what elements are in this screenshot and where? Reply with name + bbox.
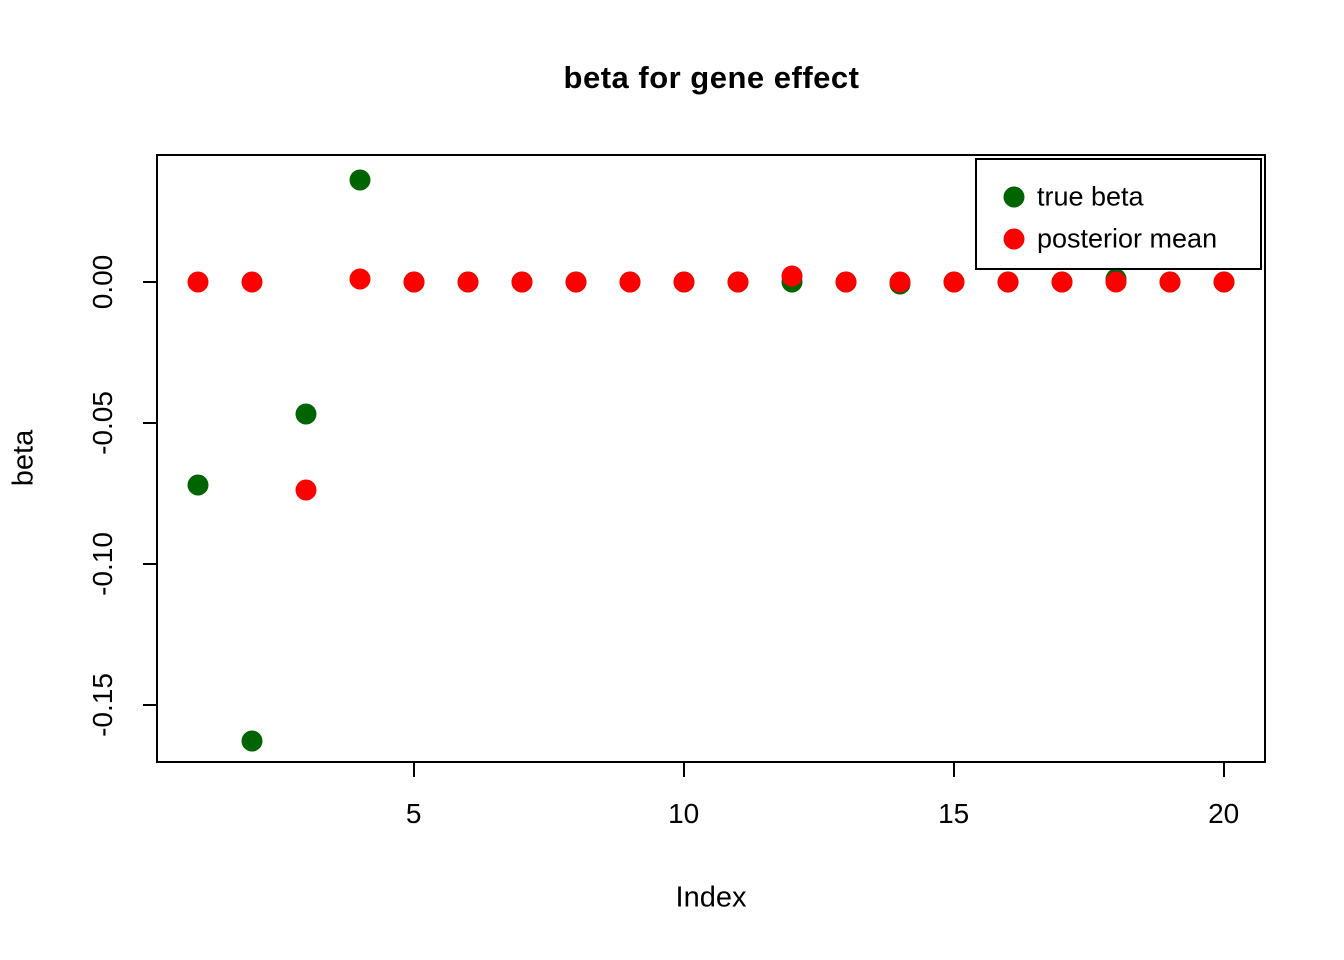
data-point-true-beta <box>349 169 371 191</box>
data-point-posterior-mean <box>295 479 317 501</box>
data-point-posterior-mean <box>781 265 803 287</box>
data-point-true-beta <box>295 403 317 425</box>
x-axis-tick <box>952 763 955 777</box>
data-point-posterior-mean <box>997 271 1019 292</box>
x-axis-tick-label: 10 <box>668 798 700 829</box>
y-axis-title: beta <box>7 429 40 487</box>
data-point-true-beta <box>187 474 209 496</box>
data-point-posterior-mean <box>241 271 263 292</box>
y-axis-tick <box>143 562 157 565</box>
chart-title: beta for gene effect <box>563 60 860 95</box>
x-axis-tick <box>412 763 415 777</box>
data-point-posterior-mean <box>457 271 479 292</box>
data-point-posterior-mean <box>673 271 695 292</box>
y-axis-tick <box>143 421 157 424</box>
x-axis-tick <box>682 763 685 777</box>
x-axis-tick-label: 5 <box>405 798 422 829</box>
data-point-posterior-mean <box>835 271 857 292</box>
y-axis-tick <box>143 280 157 283</box>
y-axis-tick-label: -0.15 <box>87 672 118 737</box>
data-point-posterior-mean <box>349 268 371 290</box>
data-point-posterior-mean <box>187 271 209 292</box>
y-axis-tick-label: 0.00 <box>87 254 118 309</box>
legend-swatch-posterior-mean <box>1003 228 1025 250</box>
data-point-posterior-mean <box>403 271 425 292</box>
y-axis-tick-label: -0.10 <box>87 531 118 596</box>
legend-label-posterior-mean: posterior mean <box>1037 223 1218 254</box>
data-point-posterior-mean <box>1159 271 1181 292</box>
data-point-posterior-mean <box>1051 271 1073 292</box>
data-point-posterior-mean <box>889 271 911 292</box>
data-point-posterior-mean <box>565 271 587 292</box>
data-point-posterior-mean <box>727 271 749 292</box>
x-axis-tick-label: 15 <box>938 798 970 829</box>
data-point-posterior-mean <box>1213 271 1235 292</box>
y-axis-tick <box>143 703 157 706</box>
y-axis-tick-label: -0.05 <box>87 390 118 455</box>
data-point-posterior-mean <box>943 271 965 292</box>
x-axis-tick-label: 20 <box>1208 798 1240 829</box>
data-point-posterior-mean <box>1105 271 1127 292</box>
legend-swatch-true-beta <box>1003 186 1025 208</box>
data-point-posterior-mean <box>511 271 533 292</box>
data-point-posterior-mean <box>619 271 641 292</box>
data-point-true-beta <box>241 730 263 752</box>
plot-border <box>156 154 1266 763</box>
legend: true beta posterior mean <box>975 158 1262 270</box>
x-axis-title: Index <box>675 881 747 914</box>
legend-label-true-beta: true beta <box>1037 181 1144 212</box>
x-axis-tick <box>1222 763 1225 777</box>
